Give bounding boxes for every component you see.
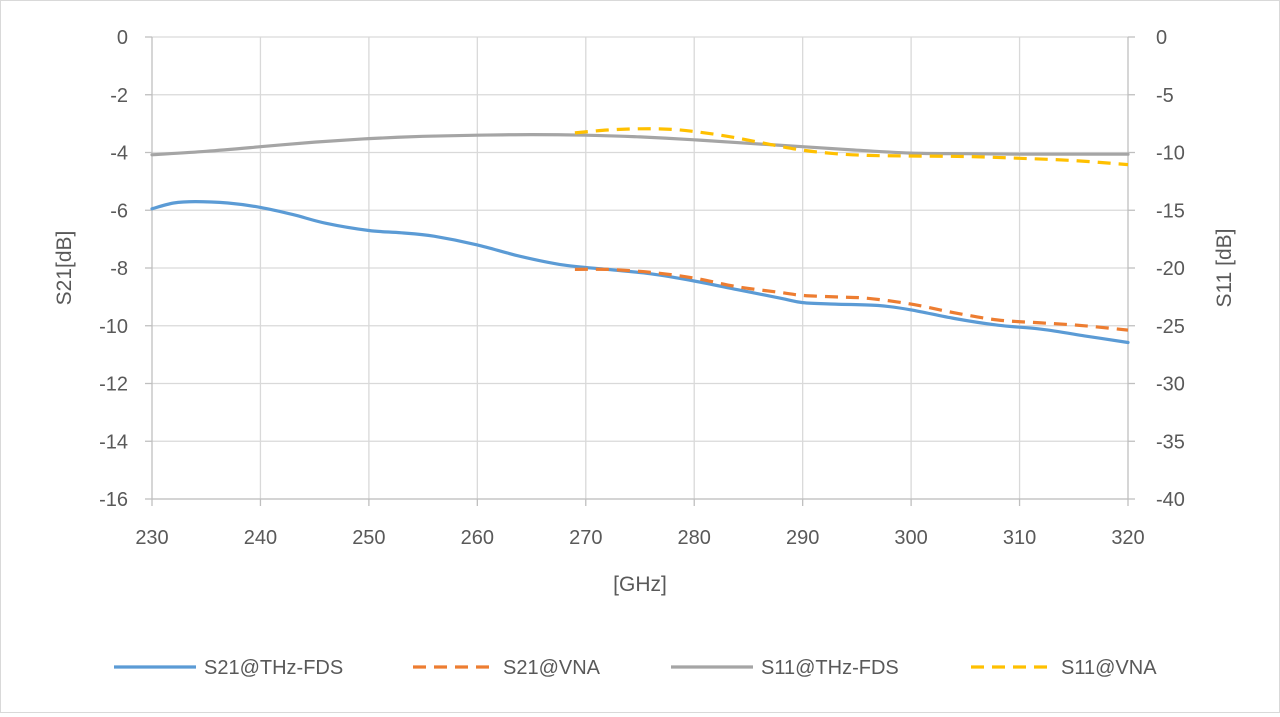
x-tick-label: 230: [135, 527, 168, 549]
x-tick-label: 300: [894, 527, 927, 549]
y-axis-title: S21[dB]: [53, 231, 76, 306]
series-line-s11-thz-fds: [150, 133, 1130, 157]
y2-tick-label: 0: [1156, 27, 1167, 49]
y2-tick-label: -30: [1156, 374, 1185, 396]
y2-tick-label: -15: [1156, 200, 1185, 222]
series-layer: [150, 127, 1130, 345]
grid: [152, 36, 1128, 500]
y2-tick-label: -5: [1156, 85, 1174, 107]
y-tick-label: -4: [110, 143, 128, 165]
y-tick-label: 0: [117, 27, 128, 49]
legend: S21@THz-FDS S21@VNA S11@THz-FDS S11@VNA: [114, 657, 1157, 679]
y2-tick-label: -40: [1156, 489, 1185, 511]
legend-label: S21@VNA: [503, 657, 601, 679]
x-tick-label: 260: [461, 527, 494, 549]
y-tick-label: -14: [99, 431, 128, 453]
legend-label: S11@VNA: [1061, 657, 1157, 679]
y-tick-label: -8: [110, 258, 128, 280]
legend-label: S21@THz-FDS: [204, 657, 343, 679]
series-line-s21-vna: [574, 267, 1129, 332]
axes: [145, 36, 1135, 506]
y2-tick-label: -25: [1156, 316, 1185, 338]
y2-axis-title: S11 [dB]: [1213, 229, 1236, 308]
y-tick-label: -16: [99, 489, 128, 511]
y-tick-label: -2: [110, 85, 128, 107]
x-axis-title: [GHz]: [613, 573, 667, 596]
x-tick-label: 240: [244, 527, 277, 549]
x-tick-label: 280: [678, 527, 711, 549]
y2-tick-label: -10: [1156, 143, 1185, 165]
y-tick-label: -10: [99, 316, 128, 338]
series-line-s11-vna: [574, 127, 1129, 167]
x-tick-label: 250: [352, 527, 385, 549]
tick-labels: 0 0 -2 -5 -4 -10 -6 -15 -8 -20 -10 -25 -12 -30 -14 -35 -…: [99, 27, 1185, 549]
x-tick-label: 290: [786, 527, 819, 549]
y2-tick-label: -20: [1156, 258, 1185, 280]
y2-tick-label: -35: [1156, 431, 1185, 453]
x-tick-label: 320: [1111, 527, 1144, 549]
x-tick-label: 310: [1003, 527, 1036, 549]
y-tick-label: -6: [110, 200, 128, 222]
y-tick-label: -12: [99, 374, 128, 396]
x-tick-label: 270: [569, 527, 602, 549]
legend-label: S11@THz-FDS: [761, 657, 899, 679]
